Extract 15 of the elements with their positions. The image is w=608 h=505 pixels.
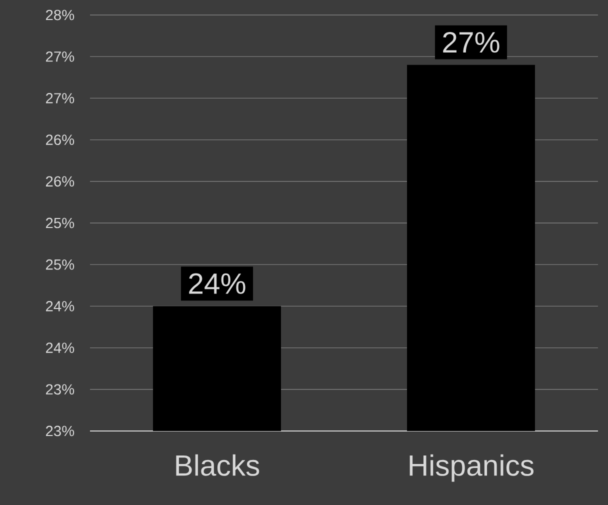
y-tick-label: 25% xyxy=(46,259,74,270)
data-label: 27% xyxy=(443,32,500,53)
y-tick-label: 27% xyxy=(46,93,74,104)
y-tick-label: 27% xyxy=(46,51,74,62)
y-tick-label: 28% xyxy=(46,10,74,20)
x-tick-label: Blacks xyxy=(176,454,260,476)
y-tick-label: 24% xyxy=(46,301,74,312)
data-label: 24% xyxy=(189,273,246,294)
y-tick-label: 24% xyxy=(46,342,74,353)
y-tick-label: 23% xyxy=(46,384,74,395)
x-tick-label: Hispanics xyxy=(410,454,534,482)
y-tick-label: 23% xyxy=(46,426,74,436)
y-tick-label: 25% xyxy=(46,218,74,228)
y-tick-label: 26% xyxy=(46,134,74,145)
y-tick-label: 26% xyxy=(46,176,74,187)
